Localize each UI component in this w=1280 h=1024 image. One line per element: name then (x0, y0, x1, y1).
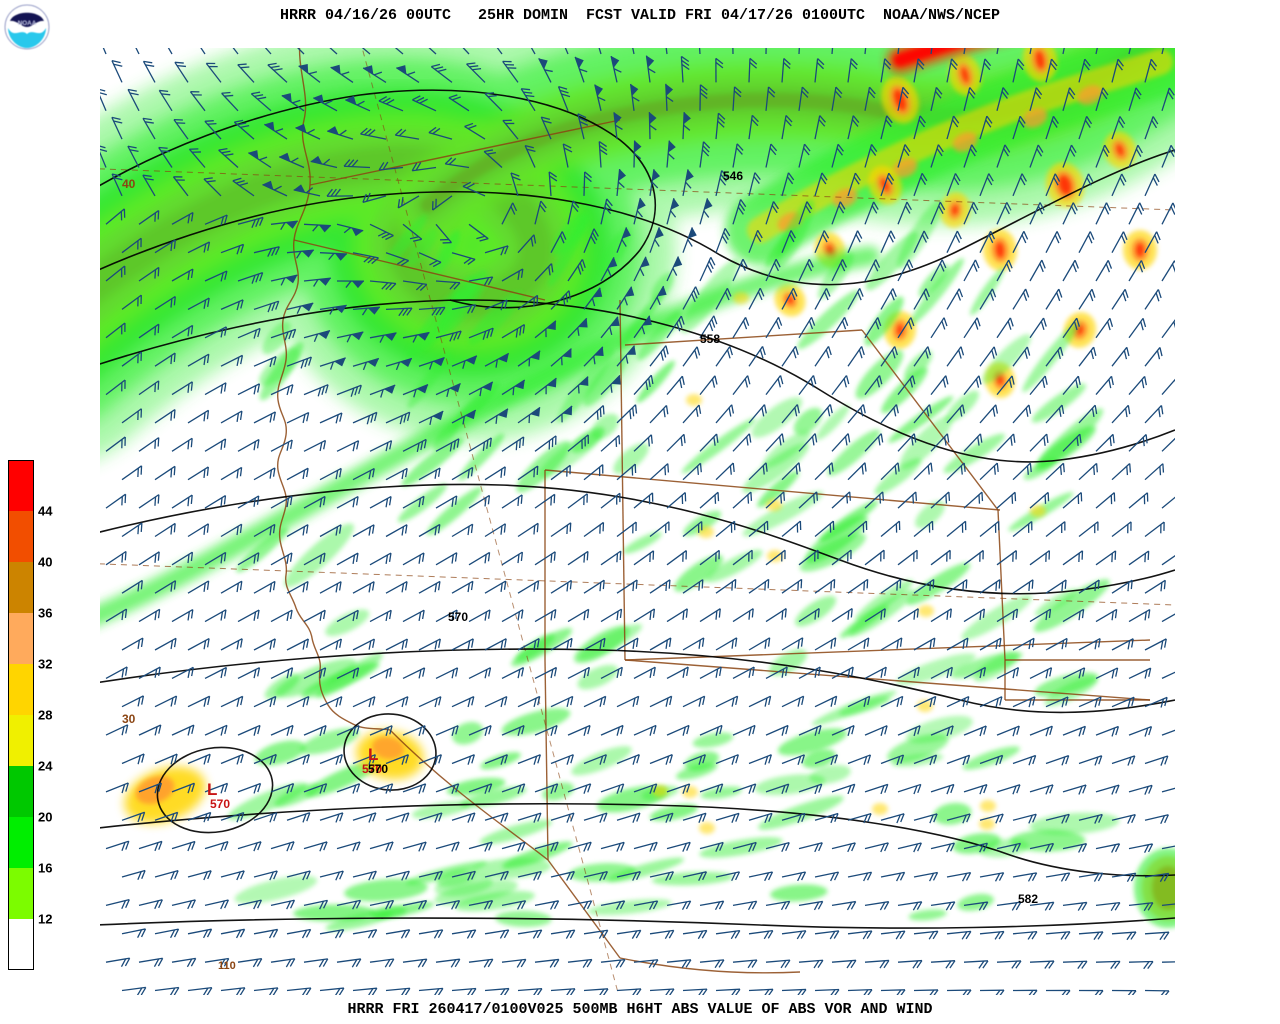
svg-text:NOAA: NOAA (18, 20, 37, 27)
